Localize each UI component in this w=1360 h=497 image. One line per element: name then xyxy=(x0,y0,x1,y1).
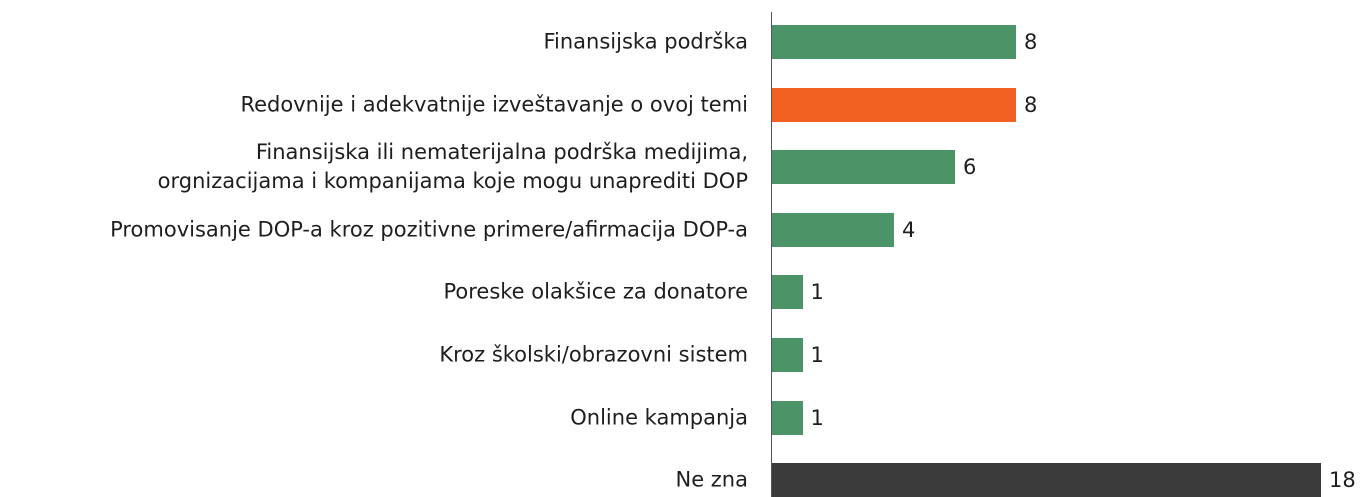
category-label: Kroz školski/obrazovni sistem xyxy=(439,342,748,367)
bar xyxy=(772,87,1016,122)
category-label: Redovnije i adekvatnije izveštavanje o o… xyxy=(240,92,748,117)
value-label: 8 xyxy=(1024,30,1038,54)
bar xyxy=(772,212,894,247)
category-label: Promovisanje DOP-a kroz pozitivne primer… xyxy=(110,217,748,242)
category-label: Finansijska ili nematerijalna podrška me… xyxy=(157,140,748,194)
bar xyxy=(772,150,955,185)
value-label: 18 xyxy=(1329,468,1356,493)
value-label: 1 xyxy=(810,405,824,430)
bar xyxy=(772,463,1321,497)
bar xyxy=(772,338,803,372)
value-label: 1 xyxy=(810,280,824,305)
axis-line xyxy=(771,12,772,497)
value-label: 8 xyxy=(1024,92,1038,117)
category-label: Online kampanja xyxy=(570,405,748,430)
category-label: Finansijska podrška xyxy=(543,29,748,54)
bar xyxy=(772,400,803,435)
value-label: 4 xyxy=(902,217,916,242)
bar xyxy=(772,25,1016,59)
value-label: 6 xyxy=(963,155,977,180)
category-label: Ne zna xyxy=(675,467,748,492)
category-label: Poreske olakšice za donatore xyxy=(443,279,748,304)
bar xyxy=(772,275,803,310)
value-label: 1 xyxy=(810,343,824,367)
